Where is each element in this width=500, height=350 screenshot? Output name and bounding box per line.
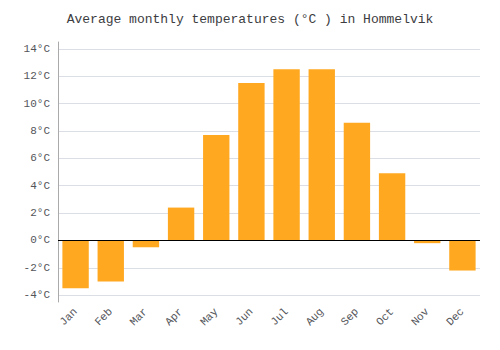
svg-text:Jan: Jan bbox=[57, 306, 79, 328]
svg-text:14°C: 14°C bbox=[24, 43, 51, 55]
svg-text:Feb: Feb bbox=[93, 306, 115, 328]
svg-text:2°C: 2°C bbox=[30, 207, 50, 219]
svg-text:Mar: Mar bbox=[128, 306, 150, 328]
svg-text:Aug: Aug bbox=[304, 306, 326, 328]
svg-text:Oct: Oct bbox=[374, 306, 396, 328]
svg-text:Nov: Nov bbox=[409, 305, 432, 328]
svg-text:-4°C: -4°C bbox=[24, 289, 51, 301]
svg-text:12°C: 12°C bbox=[24, 70, 51, 82]
svg-text:May: May bbox=[198, 305, 221, 328]
svg-text:-2°C: -2°C bbox=[24, 262, 51, 274]
svg-text:Apr: Apr bbox=[163, 306, 185, 328]
svg-text:0°C: 0°C bbox=[30, 234, 50, 246]
svg-text:Average monthly temperatures (: Average monthly temperatures (°C ) in Ho… bbox=[67, 12, 434, 27]
svg-text:10°C: 10°C bbox=[24, 98, 51, 110]
svg-text:8°C: 8°C bbox=[30, 125, 50, 137]
svg-text:Sep: Sep bbox=[339, 306, 361, 328]
svg-text:Jun: Jun bbox=[233, 306, 255, 328]
svg-text:6°C: 6°C bbox=[30, 152, 50, 164]
svg-text:Jul: Jul bbox=[268, 306, 290, 328]
svg-text:4°C: 4°C bbox=[30, 180, 50, 192]
svg-text:Dec: Dec bbox=[444, 306, 466, 328]
